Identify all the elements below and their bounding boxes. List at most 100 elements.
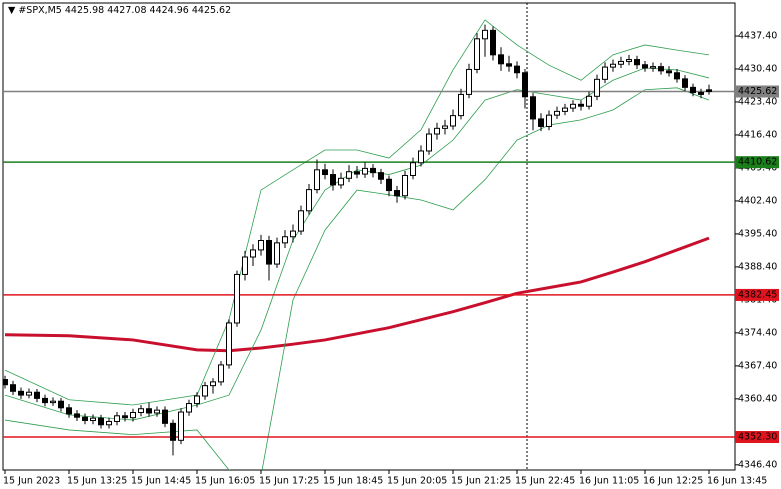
candle-body [658,66,664,72]
candle-body [618,60,624,65]
candle-body [194,395,200,405]
candle-body [34,391,40,399]
indicator-line [4,19,710,406]
candle-body [330,174,336,186]
candle-body [434,127,440,135]
candle-body [650,66,656,69]
y-tick-label: 4388.40 [738,261,777,272]
candle-body [98,417,104,426]
candle-body [426,133,432,152]
candle-body [306,189,312,212]
x-tick-label: 15 Jun 13:25 [67,476,127,487]
candle-layer [3,24,712,456]
indicator-line [4,67,710,421]
x-tick-label: 15 Jun 21:25 [451,476,511,487]
x-tick-label: 15 Jun 17:25 [259,476,319,487]
low: 4424.96 [150,5,189,16]
x-tick-label: 15 Jun 18:45 [323,476,383,487]
candle-body [114,415,120,422]
indicator-line [4,236,710,353]
candle-body [642,64,648,69]
candle-body [410,162,416,176]
candle-body [170,422,176,441]
candle-body [610,63,616,68]
candle-body [466,68,472,95]
y-tick-label: 4437.40 [738,30,777,41]
candle-body [282,236,288,244]
candle-body [474,38,480,70]
open: 4425.98 [65,5,104,16]
candle-body [682,78,688,88]
candle-body [634,59,640,66]
candle-body [130,412,136,419]
candle-body [218,364,224,383]
candle-body [322,169,328,176]
candle-body [154,409,160,414]
candle-body [674,72,680,80]
candle-body [314,169,320,191]
candle-body [386,178,392,192]
x-tick-label: 15 Jun 16:05 [195,476,255,487]
close: 4425.62 [192,5,231,16]
candle-body [82,416,88,422]
y-tick-label: 4423.40 [738,96,777,107]
level-label: 4352.30 [738,432,777,443]
candle-body [58,400,64,409]
candle-body [242,256,248,275]
candle-body [554,110,560,116]
candle-body [594,78,600,97]
y-tick-label: 4346.40 [738,459,777,470]
candle-body [442,125,448,129]
candle-body [690,86,696,94]
candle-body [122,415,128,419]
candle-body [234,273,240,324]
candle-body [338,177,344,186]
level-label: 4382.45 [738,289,777,300]
candle-body [202,385,208,397]
level-label: 4425.62 [738,86,777,97]
y-tick-label: 4395.40 [738,228,777,239]
candle-body [146,408,152,414]
y-tick-label: 4430.40 [738,63,777,74]
candle-body [666,70,672,74]
candle-body [90,417,96,422]
candle-body [482,29,488,40]
candle-body [3,379,8,386]
candle-body [498,54,504,65]
y-tick-label: 4402.40 [738,195,777,206]
level-tag [735,431,779,444]
candle-body [602,66,608,80]
x-tick-label: 15 Jun 20:05 [387,476,447,487]
candle-body [210,381,216,387]
candle-body [138,408,144,414]
candle-body [698,92,704,95]
candle-body [578,103,584,107]
candle-body [26,391,32,396]
x-tick-label: 15 Jun 14:45 [131,476,191,487]
candle-body [506,63,512,67]
y-tick-label: 4367.40 [738,360,777,371]
level-label: 4410.62 [738,157,777,168]
candle-body [18,390,24,396]
candle-body [570,103,576,109]
candle-body [50,400,56,404]
candle-body [74,413,80,418]
y-tick-label: 4360.40 [738,393,777,404]
candle-body [706,89,712,92]
plot-frame [2,2,736,471]
axis-layer: 4437.404430.404423.404416.404409.404402.… [3,30,779,487]
candle-body [274,242,280,265]
y-tick-label: 4416.40 [738,129,777,140]
candle-body [362,167,368,175]
candle-body [106,420,112,426]
level-tag [735,85,779,98]
x-tick-label: 16 Jun 12:25 [643,476,703,487]
candle-body [162,409,168,424]
candle-body [298,210,304,232]
candle-body [66,407,72,415]
candle-body [10,384,16,392]
candle-body [530,96,536,120]
high: 4427.08 [107,5,146,16]
